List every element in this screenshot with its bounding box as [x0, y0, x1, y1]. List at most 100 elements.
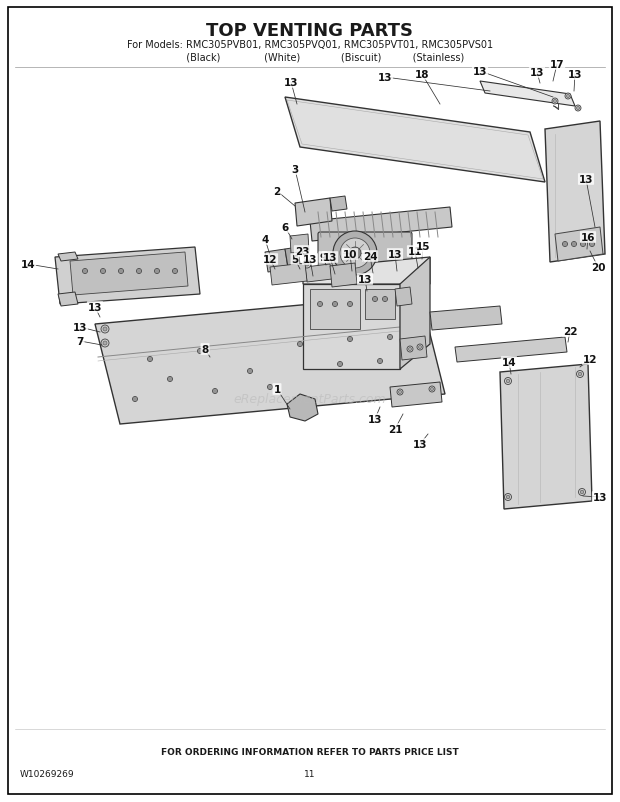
Polygon shape — [400, 257, 430, 370]
Text: 22: 22 — [563, 326, 577, 337]
Circle shape — [578, 373, 582, 376]
Polygon shape — [365, 290, 395, 320]
Text: For Models: RMC305PVB01, RMC305PVQ01, RMC305PVT01, RMC305PVS01: For Models: RMC305PVB01, RMC305PVQ01, RM… — [127, 40, 493, 50]
Circle shape — [418, 346, 422, 349]
Text: 13: 13 — [578, 175, 593, 184]
Circle shape — [340, 239, 370, 269]
Circle shape — [319, 303, 321, 306]
Text: 1: 1 — [273, 384, 281, 395]
Circle shape — [214, 391, 216, 393]
Circle shape — [303, 261, 311, 269]
Circle shape — [573, 244, 575, 246]
Polygon shape — [265, 249, 288, 273]
Text: 18: 18 — [415, 70, 429, 80]
Circle shape — [347, 337, 353, 342]
Circle shape — [103, 342, 107, 346]
Polygon shape — [70, 253, 188, 296]
Circle shape — [298, 342, 303, 347]
Circle shape — [337, 362, 342, 367]
Circle shape — [384, 298, 386, 301]
Circle shape — [334, 303, 336, 306]
Polygon shape — [287, 395, 318, 422]
Text: 13: 13 — [368, 415, 383, 424]
Text: 13: 13 — [284, 78, 298, 88]
Circle shape — [172, 269, 177, 274]
Circle shape — [167, 377, 172, 382]
FancyBboxPatch shape — [318, 233, 412, 277]
Circle shape — [430, 388, 433, 391]
Polygon shape — [55, 248, 200, 305]
Circle shape — [349, 248, 361, 260]
Circle shape — [409, 348, 412, 351]
Text: 14: 14 — [502, 358, 516, 367]
Circle shape — [397, 390, 403, 395]
Circle shape — [136, 269, 141, 274]
Circle shape — [154, 269, 159, 274]
Text: FOR ORDERING INFORMATION REFER TO PARTS PRICE LIST: FOR ORDERING INFORMATION REFER TO PARTS … — [161, 747, 459, 756]
Circle shape — [199, 350, 202, 353]
Text: eReplacementParts.com: eReplacementParts.com — [234, 393, 386, 406]
Polygon shape — [545, 122, 605, 263]
Text: 11: 11 — [408, 247, 422, 257]
Polygon shape — [95, 294, 445, 424]
Circle shape — [582, 244, 584, 246]
Text: 2: 2 — [273, 187, 281, 196]
Circle shape — [213, 389, 218, 394]
Circle shape — [267, 385, 273, 390]
Text: 4: 4 — [261, 235, 268, 245]
Polygon shape — [390, 383, 442, 407]
Text: 15: 15 — [416, 241, 430, 252]
Polygon shape — [480, 82, 575, 107]
Circle shape — [247, 369, 252, 374]
Circle shape — [133, 397, 138, 402]
Circle shape — [590, 242, 595, 247]
Circle shape — [567, 95, 570, 99]
Circle shape — [591, 244, 593, 246]
Text: 13: 13 — [358, 274, 372, 285]
Circle shape — [507, 496, 510, 499]
Circle shape — [305, 263, 309, 267]
Text: 5: 5 — [291, 255, 299, 265]
Text: 21: 21 — [388, 424, 402, 435]
Circle shape — [373, 297, 378, 302]
Circle shape — [562, 242, 567, 247]
Polygon shape — [330, 196, 347, 212]
Circle shape — [102, 270, 104, 273]
Circle shape — [407, 346, 413, 353]
Circle shape — [333, 232, 377, 276]
Circle shape — [580, 242, 585, 247]
Text: 11: 11 — [304, 769, 316, 778]
Circle shape — [577, 107, 580, 111]
Text: (Black)              (White)             (Biscuit)          (Stainless): (Black) (White) (Biscuit) (Stainless) — [156, 53, 464, 63]
Circle shape — [374, 298, 376, 301]
Circle shape — [174, 270, 176, 273]
Circle shape — [82, 269, 87, 274]
Text: 9: 9 — [319, 253, 327, 263]
Circle shape — [101, 326, 109, 334]
Circle shape — [554, 100, 557, 103]
Polygon shape — [303, 285, 400, 370]
Circle shape — [383, 297, 388, 302]
Text: 13: 13 — [413, 439, 427, 449]
Polygon shape — [58, 293, 78, 306]
Text: 6: 6 — [281, 223, 289, 233]
Text: 23: 23 — [294, 247, 309, 257]
Polygon shape — [310, 290, 360, 330]
Circle shape — [378, 359, 383, 364]
Circle shape — [339, 363, 341, 366]
Text: 16: 16 — [581, 233, 595, 243]
Circle shape — [118, 269, 123, 274]
Circle shape — [507, 380, 510, 383]
Text: 13: 13 — [303, 255, 317, 265]
Polygon shape — [330, 264, 357, 288]
Text: 13: 13 — [568, 70, 582, 80]
Text: 24: 24 — [363, 252, 378, 261]
Circle shape — [317, 302, 322, 307]
Polygon shape — [305, 265, 332, 282]
Circle shape — [565, 94, 571, 100]
Circle shape — [389, 336, 391, 338]
Text: 13: 13 — [529, 68, 544, 78]
Text: 8: 8 — [202, 345, 208, 354]
Text: 13: 13 — [472, 67, 487, 77]
Circle shape — [578, 489, 585, 496]
